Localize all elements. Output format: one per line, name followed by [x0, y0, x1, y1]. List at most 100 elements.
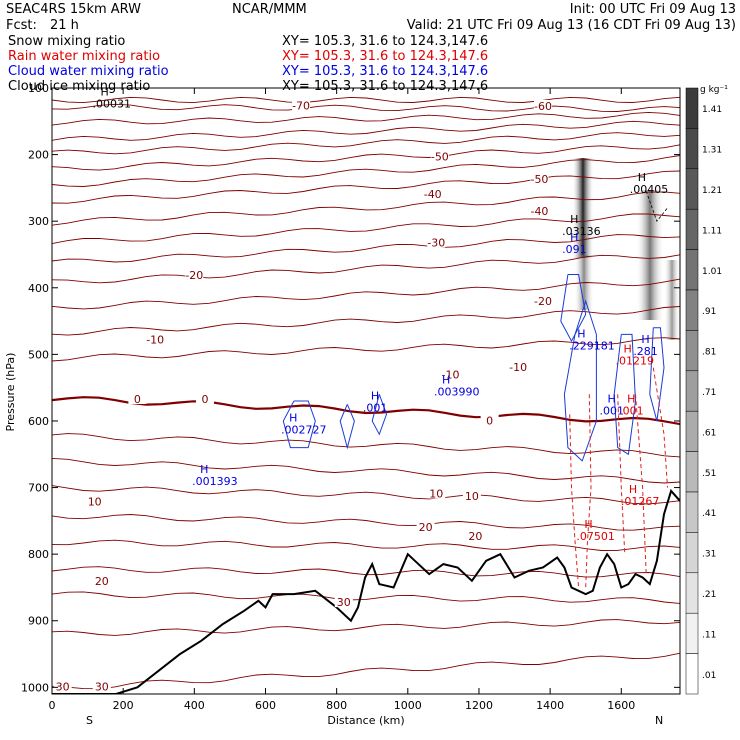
field-legend: Snow mixing ratio XY= 105.3, 31.6 to 124.… [8, 34, 488, 94]
rain-water-contour [652, 367, 668, 488]
max-marker-h: H [641, 333, 649, 346]
isotherm-label-mask [427, 487, 446, 499]
cloud-ice-contour [645, 191, 668, 222]
max-value-label: .07501 [576, 530, 615, 543]
isotherm-label: -10 [146, 334, 164, 347]
colorbar-segment [685, 330, 699, 372]
colorbar-segment [685, 572, 699, 614]
isotherm-line [52, 213, 680, 245]
field-xy-2: XY= 105.3, 31.6 to 124.3,147.6 [282, 64, 488, 79]
max-value-label: .001 [363, 402, 388, 415]
colorbar-segment [685, 612, 699, 654]
rain-water-contour [635, 394, 647, 575]
colorbar-segment [685, 128, 699, 170]
isotherm-label-mask [509, 361, 528, 373]
max-marker-h: H [570, 213, 578, 226]
isotherm-label: -40 [530, 205, 548, 218]
max-value-label: .01219 [616, 354, 655, 367]
isotherm-label: -50 [530, 173, 548, 186]
isotherm-label-mask [430, 150, 449, 162]
terrain-surface-line [52, 488, 680, 694]
isotherm-lines [52, 96, 680, 690]
isotherm-line [52, 337, 680, 362]
isotherm-label-mask [195, 392, 214, 404]
x-tick-label: 1600 [607, 699, 635, 712]
y-tick-label: 700 [28, 482, 49, 495]
colorbar-segment [685, 87, 699, 129]
x-tick-label: 600 [255, 699, 276, 712]
isotherm-label: -20 [185, 269, 203, 282]
isotherm-label-mask [85, 495, 104, 507]
isotherm-line [52, 396, 680, 426]
colorbar-label: .01 [702, 671, 716, 681]
x-tick-label: 1400 [536, 699, 564, 712]
cloud-water-contour [282, 400, 316, 449]
isotherm-line [52, 96, 680, 104]
y-tick-label: 300 [28, 215, 49, 228]
north-label: N [655, 714, 663, 727]
max-value-label: .281 [633, 345, 658, 358]
rain-water-contour [585, 394, 592, 588]
isotherm-line [52, 485, 680, 505]
max-marker-h: H [624, 342, 632, 355]
model-title: SEAC4RS 15km ARW [6, 2, 141, 17]
isotherm-line [52, 619, 680, 636]
max-value-label: .00405 [630, 183, 669, 196]
isotherm-label-mask [466, 530, 485, 542]
snow-plume-edge [664, 260, 680, 340]
x-tick-label: 200 [113, 699, 134, 712]
isotherm-label: 20 [468, 530, 482, 543]
max-value-label: .001 [619, 404, 644, 417]
max-marker-h: H [608, 392, 616, 405]
colorbar-segment [685, 653, 699, 695]
isotherm-label: 0 [486, 414, 493, 427]
isotherm-label: 30 [56, 681, 70, 694]
max-value-label: .002727 [281, 424, 327, 437]
cloud-water-contour [613, 333, 637, 456]
snow-shading [572, 158, 680, 340]
isotherm-label-mask [53, 680, 72, 692]
cloud-water-contour [371, 394, 388, 436]
x-axis-label: Distance (km) [327, 714, 404, 727]
field-xy-0: XY= 105.3, 31.6 to 124.3,147.6 [282, 34, 488, 49]
colorbar-unit: g kg⁻¹ [700, 85, 728, 95]
max-marker-h: H [627, 392, 635, 405]
field-label-1: Rain water mixing ratio [8, 49, 160, 64]
forecast-hours: 21 h [50, 18, 79, 33]
isotherm-label-mask [530, 205, 549, 217]
isotherm-label-mask [534, 295, 553, 307]
cloud-water-contour [560, 274, 587, 343]
isotherm-label-mask [441, 368, 460, 380]
isotherm-line [52, 144, 680, 171]
isotherm-line [52, 433, 680, 458]
isotherm-line [52, 191, 680, 226]
colorbar-segment [685, 451, 699, 493]
isotherm-line [52, 591, 680, 604]
max-value-label: .003990 [434, 386, 480, 399]
x-tick-label: 0 [49, 699, 56, 712]
temperature-labels: -70 -60 -50 -50 -40 -40 -30 -20 -20 -10 -10 -10 0 0 0 1… [53, 99, 553, 694]
x-axis: 0 200 400 600 800 1000 1200 1400 1600 [49, 88, 635, 712]
forecast-label: Fcst: [6, 18, 37, 33]
isotherm-line [52, 234, 680, 263]
colorbar-segment [685, 491, 699, 533]
field-label-3: Cloud ice mixing ratio [8, 79, 150, 94]
snow-colorbar: 1.41 1.31 1.21 1.11 1.01 .91 .81 .71 .61 .51 .41 .3… [685, 85, 728, 695]
max-marker-h: H [584, 518, 592, 531]
isotherm-label-mask [92, 574, 111, 586]
isotherm-line [52, 514, 680, 531]
max-value-label: .03136 [562, 225, 601, 238]
colorbar-segment [685, 168, 699, 210]
colorbar-segment [685, 208, 699, 250]
cloud-water-contour [649, 327, 665, 422]
y-axis-label: Pressure (hPa) [4, 353, 17, 432]
isotherm-label: 10 [465, 490, 479, 503]
colorbar-segment [685, 532, 699, 574]
max-value-label: .00031 [92, 97, 130, 110]
x-tick-label: 800 [326, 699, 347, 712]
max-marker-h: H [570, 231, 578, 244]
max-marker-h: H [577, 328, 585, 341]
y-tick-label: 400 [28, 282, 49, 295]
field-xy-1: XY= 105.3, 31.6 to 124.3,147.6 [282, 49, 488, 64]
colorbar-label: .61 [702, 428, 716, 438]
